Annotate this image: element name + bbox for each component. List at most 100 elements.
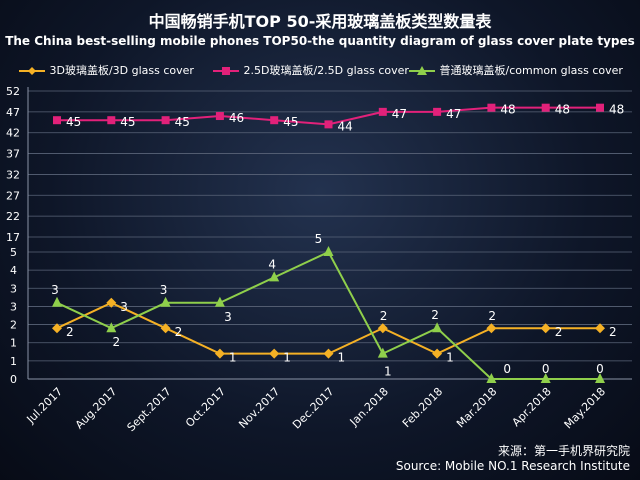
y-tick-label-upper: 37 [6, 148, 20, 161]
point-common [595, 373, 605, 383]
point-common [377, 347, 388, 358]
data-label-25d: 48 [500, 103, 515, 117]
series-layer [52, 103, 605, 383]
point-25d [378, 107, 387, 116]
x-tick-label: Jan.2018 [347, 385, 391, 429]
point-3d [377, 323, 388, 334]
data-label-25d: 47 [392, 107, 407, 121]
data-label-common: 0 [596, 362, 604, 376]
x-tick-label: Sept.2017 [125, 385, 174, 434]
point-25d [433, 107, 442, 116]
data-label-25d: 48 [555, 103, 570, 117]
data-label-25d: 45 [66, 115, 81, 129]
point-3d [106, 297, 117, 308]
legend-label-common: 普通玻璃盖板/common glass cover [439, 64, 623, 77]
data-label-3d: 2 [609, 325, 617, 339]
series-line-common [56, 250, 600, 380]
legend-item-3d: 3D玻璃盖板/3D glass cover [18, 62, 194, 78]
legend-item-common: 普通玻璃盖板/common glass cover [408, 62, 623, 78]
y-tick-label-lower: 2 [10, 319, 17, 332]
data-label-3d: 1 [338, 351, 346, 365]
series-line-3d [56, 301, 600, 355]
data-label-common: 5 [315, 232, 323, 246]
y-tick-label-upper: 32 [6, 168, 20, 181]
data-label-25d: 46 [229, 111, 244, 125]
data-label-3d: 1 [446, 351, 454, 365]
legend-label-25d: 2.5D玻璃盖板/2.5D glass cover [243, 64, 409, 77]
point-common [52, 296, 62, 307]
y-tick-label-upper: 42 [6, 127, 20, 140]
data-label-25d: 44 [338, 119, 353, 133]
legend-marker-25d [213, 67, 239, 75]
point-common [540, 373, 551, 383]
point-3d [269, 348, 280, 359]
data-label-common: 3 [51, 283, 59, 297]
source-line-cn: 来源：第一手机界研究院 [497, 444, 630, 458]
point-25d [215, 112, 224, 121]
point-25d [596, 103, 604, 112]
legend-marker-3d [19, 67, 45, 75]
point-common [106, 322, 117, 333]
data-label-25d: 47 [446, 107, 461, 121]
data-label-25d: 45 [120, 115, 135, 129]
y-tick-label-upper: 52 [6, 85, 20, 98]
data-label-3d: 3 [120, 300, 128, 314]
x-tick-label: Feb.2018 [400, 385, 445, 430]
point-25d [487, 103, 496, 112]
point-3d [432, 348, 443, 359]
point-25d [107, 116, 116, 125]
point-25d [161, 116, 170, 125]
y-tick-label-upper: 22 [6, 210, 20, 223]
y-tick-label-lower: 3 [10, 282, 17, 295]
point-3d [214, 348, 225, 359]
x-tick-label: Oct.2017 [183, 385, 228, 430]
y-tick-label-upper: 27 [6, 189, 20, 202]
source-note: 来源：第一手机界研究院 Source: Mobile NO.1 Research… [396, 444, 630, 474]
point-25d [541, 103, 550, 112]
point-common [323, 246, 334, 256]
x-tick-label: May.2018 [562, 385, 608, 431]
point-common [214, 296, 225, 307]
data-label-common: 3 [160, 283, 168, 297]
point-25d [270, 116, 279, 125]
data-label-25d: 45 [283, 115, 298, 129]
point-3d [323, 348, 334, 359]
chart-subtitle: The China best-selling mobile phones TOP… [5, 34, 635, 48]
data-label-3d: 2 [66, 325, 74, 339]
data-label-3d: 2 [488, 309, 496, 323]
point-3d [160, 323, 171, 334]
x-tick-label: Nov.2017 [236, 385, 282, 431]
y-tick-label-lower: 5 [10, 246, 17, 259]
data-label-3d: 2 [380, 309, 388, 323]
x-tick-label: Dec.2017 [290, 385, 337, 432]
legend: 3D玻璃盖板/3D glass cover 2.5D玻璃盖板/2.5D glas… [12, 62, 632, 78]
y-tick-label-upper: 17 [6, 231, 20, 244]
data-label-common: 2 [112, 335, 120, 349]
point-3d [595, 323, 605, 334]
x-tick-label: Apr.2018 [510, 385, 554, 429]
data-label-3d: 2 [555, 325, 563, 339]
point-3d [486, 323, 497, 334]
data-label-3d: 1 [283, 351, 291, 365]
y-tick-label-lower: 4 [10, 264, 17, 277]
y-tick-label-lower: 1 [10, 355, 17, 368]
data-label-3d: 2 [175, 325, 183, 339]
data-label-common: 0 [542, 362, 550, 376]
data-label-25d: 48 [609, 103, 624, 117]
point-common [486, 373, 497, 383]
point-common [160, 296, 171, 307]
source-line-en: Source: Mobile NO.1 Research Institute [395, 459, 630, 473]
data-label-common: 2 [431, 308, 439, 322]
y-tick-label-lower: 1 [10, 337, 17, 350]
data-label-3d: 1 [229, 351, 237, 365]
point-common [269, 271, 280, 282]
point-3d [540, 323, 551, 334]
legend-item-25d: 2.5D玻璃盖板/2.5D glass cover [212, 62, 409, 78]
legend-label-3d: 3D玻璃盖板/3D glass cover [49, 64, 194, 77]
point-common [432, 322, 443, 333]
data-label-common: 3 [224, 310, 232, 324]
x-tick-label: Mar.2018 [454, 385, 499, 430]
